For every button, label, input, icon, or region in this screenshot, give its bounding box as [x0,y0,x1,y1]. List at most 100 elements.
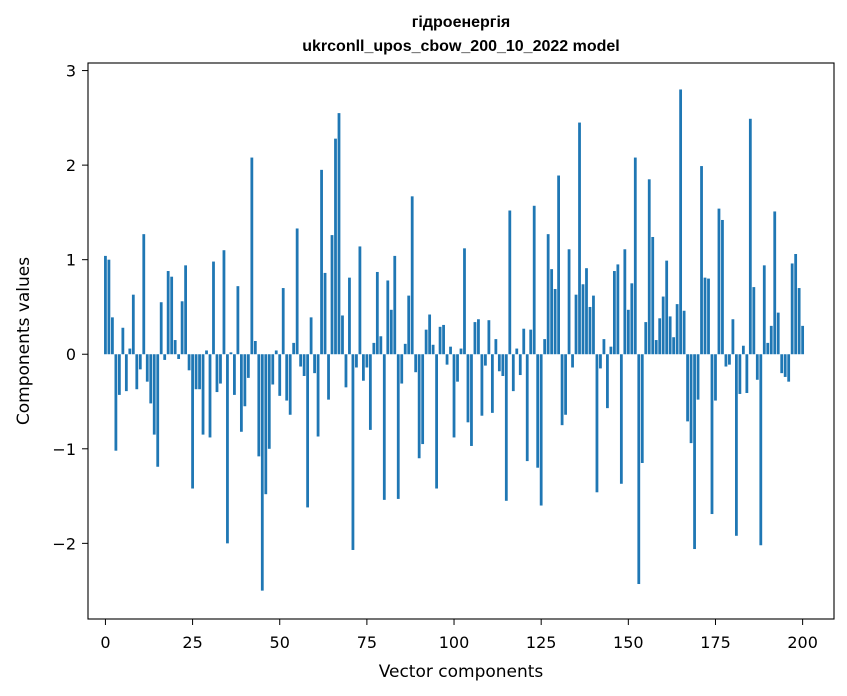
bar-3 [114,354,118,451]
bar-192 [773,211,777,355]
bar-178 [724,354,728,367]
bar-160 [661,296,665,355]
bar-136 [578,122,581,355]
bar-107 [477,319,480,355]
bar-45 [260,354,264,591]
bar-13 [149,354,153,404]
y-tick-label: 0 [66,345,76,364]
bar-137 [581,284,585,355]
bar-152 [633,157,637,355]
bar-125 [539,354,543,506]
bar-71 [351,354,355,550]
bar-25 [191,354,194,489]
x-tick-label: 150 [613,633,644,652]
bar-174 [710,354,714,515]
y-tick-label: 2 [66,156,76,175]
bar-187 [755,354,759,380]
y-tick-label: 1 [66,251,76,270]
bar-126 [543,339,547,355]
bar-35 [226,354,229,544]
bar-167 [686,354,689,422]
bar-179 [728,354,731,365]
bar-91 [421,354,425,445]
bar-116 [508,210,512,355]
bar-96 [438,326,442,355]
bar-122 [529,329,533,355]
bar-24 [187,354,191,371]
bar-169 [693,354,696,550]
bar-64 [327,354,330,400]
bar-117 [511,354,515,392]
bar-140 [592,295,595,355]
bar-105 [470,354,473,446]
bar-27 [198,354,201,390]
bar-87 [407,295,411,355]
bar-99 [449,346,452,355]
bar-16 [159,302,163,355]
bar-47 [267,354,271,449]
bar-127 [546,234,550,355]
bar-82 [389,309,393,355]
bar-195 [783,354,787,377]
bar-83 [393,255,397,355]
bar-97 [442,324,445,355]
bar-163 [672,337,676,355]
bar-149 [623,249,627,355]
bar-37 [233,354,236,395]
bar-190 [766,342,770,355]
bar-197 [790,263,794,355]
bar-84 [396,354,400,499]
bar-180 [731,319,735,355]
bar-100 [452,354,456,438]
bar-144 [606,354,609,409]
bar-181 [735,354,738,536]
bar-135 [574,294,578,355]
bar-196 [787,354,791,382]
bar-60 [313,354,316,374]
bar-194 [780,354,784,374]
bar-41 [246,354,250,378]
bar-42 [250,157,254,355]
y-axis-label: Components values [14,257,34,425]
bar-139 [588,306,592,355]
bar-112 [494,339,498,355]
y-tick-label: −1 [52,440,76,459]
bar-14 [152,354,156,435]
bar-18 [166,271,170,355]
bar-48 [271,354,275,385]
plot-frame [87,62,835,620]
bar-38 [236,286,240,355]
bar-200 [801,325,805,355]
y-axis-ticks: −2 −1 0 1 2 3 [52,62,88,553]
bar-66 [334,138,337,355]
bar-118 [515,348,519,355]
bar-79 [379,336,383,355]
bar-128 [550,269,554,355]
bar-108 [480,354,484,416]
bar-184 [745,354,749,394]
bar-85 [400,354,404,384]
x-tick-label: 0 [100,633,110,652]
bar-153 [637,354,641,585]
bar-115 [504,354,508,501]
bar-58 [306,354,310,508]
bar-130 [557,175,560,355]
bar-55 [295,228,299,355]
bar-93 [428,314,432,355]
bar-119 [518,354,522,376]
bar-121 [525,354,529,462]
bar-54 [292,342,296,355]
bar-72 [355,354,358,368]
bar-43 [253,341,257,355]
bar-95 [435,354,438,489]
bar-77 [372,342,376,355]
bar-156 [647,179,651,355]
bar-188 [759,354,763,546]
bar-124 [536,354,540,468]
bar-20 [173,340,177,355]
bar-182 [738,354,742,394]
bar-23 [184,265,187,355]
x-tick-label: 100 [439,633,470,652]
x-tick-label: 200 [787,633,818,652]
bar-44 [257,354,261,457]
